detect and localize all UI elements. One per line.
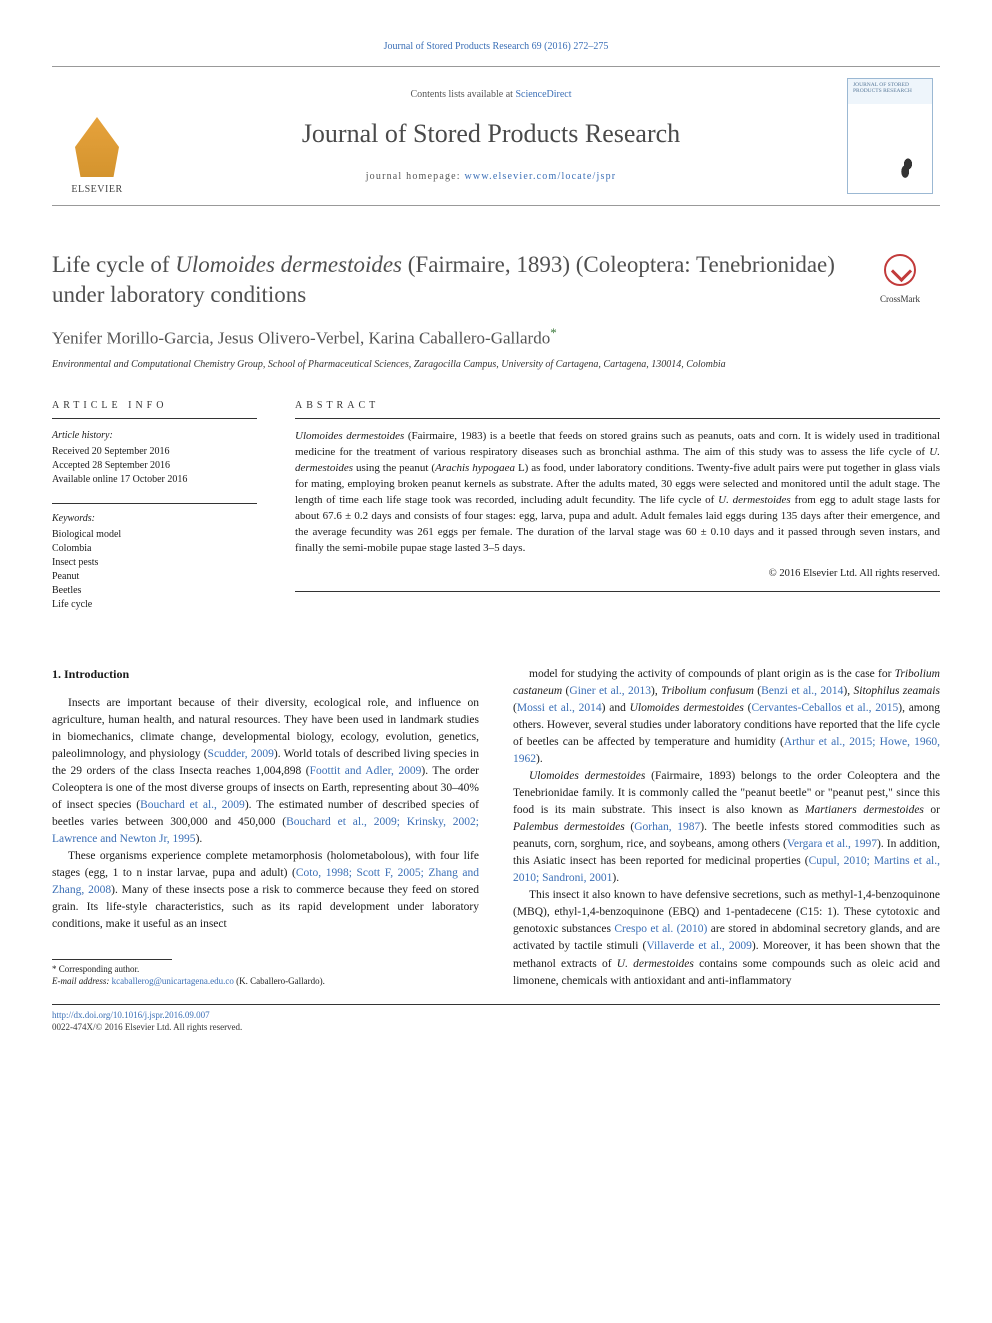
body-column-right: model for studying the activity of compo… bbox=[513, 666, 940, 989]
list-item: Beetles bbox=[52, 584, 257, 598]
cover-title-text: JOURNAL OF STORED PRODUCTS RESEARCH bbox=[853, 82, 927, 94]
list-item: Available online 17 October 2016 bbox=[52, 473, 257, 487]
abstract-text: Ulomoides dermestoides (Fairmaire, 1983)… bbox=[295, 429, 940, 557]
body-col1-paragraphs: Insects are important because of their d… bbox=[52, 695, 479, 933]
article-title: Life cycle of Ulomoides dermestoides (Fa… bbox=[52, 250, 860, 310]
list-item: Received 20 September 2016 bbox=[52, 445, 257, 459]
crossmark-icon bbox=[884, 254, 916, 286]
email-label: E-mail address: bbox=[52, 976, 109, 986]
list-item: Biological model bbox=[52, 528, 257, 542]
abstract-copyright: © 2016 Elsevier Ltd. All rights reserved… bbox=[295, 567, 940, 582]
journal-citation: Journal of Stored Products Research 69 (… bbox=[52, 40, 940, 54]
issn-copyright-line: 0022-474X/© 2016 Elsevier Ltd. All right… bbox=[52, 1021, 940, 1034]
crossmark-label: CrossMark bbox=[860, 293, 940, 306]
list-item: Accepted 28 September 2016 bbox=[52, 459, 257, 473]
contents-prefix: Contents lists available at bbox=[410, 89, 515, 100]
crossmark-badge[interactable]: CrossMark bbox=[860, 250, 940, 310]
footnote-rule bbox=[52, 959, 172, 960]
list-item: Peanut bbox=[52, 570, 257, 584]
body-column-left: 1. Introduction Insects are important be… bbox=[52, 666, 479, 989]
email-footnote: E-mail address: kcaballerog@unicartagena… bbox=[52, 976, 479, 988]
doi-line: http://dx.doi.org/10.1016/j.jspr.2016.09… bbox=[52, 1009, 940, 1022]
journal-homepage-line: journal homepage: www.elsevier.com/locat… bbox=[150, 170, 832, 184]
doi-link[interactable]: http://dx.doi.org/10.1016/j.jspr.2016.09… bbox=[52, 1010, 210, 1020]
list-item: Insect pests bbox=[52, 556, 257, 570]
article-info-column: ARTICLE INFO Article history: Received 2… bbox=[52, 399, 257, 612]
email-person: (K. Caballero-Gallardo). bbox=[236, 976, 325, 986]
paragraph: Insects are important because of their d… bbox=[52, 695, 479, 848]
journal-name: Journal of Stored Products Research bbox=[150, 116, 832, 152]
cover-thumbnail-block: JOURNAL OF STORED PRODUCTS RESEARCH bbox=[840, 67, 940, 205]
paragraph: This insect it also known to have defens… bbox=[513, 887, 940, 989]
paragraph: model for studying the activity of compo… bbox=[513, 666, 940, 768]
keywords-label: Keywords: bbox=[52, 512, 257, 526]
article-history-list: Received 20 September 2016Accepted 28 Se… bbox=[52, 445, 257, 487]
publisher-name: ELSEVIER bbox=[71, 183, 122, 197]
homepage-prefix: journal homepage: bbox=[366, 171, 465, 182]
section-heading-introduction: 1. Introduction bbox=[52, 666, 479, 683]
list-item: Colombia bbox=[52, 542, 257, 556]
contents-available-line: Contents lists available at ScienceDirec… bbox=[150, 88, 832, 102]
elsevier-tree-icon bbox=[70, 117, 125, 177]
body-col2-paragraphs: model for studying the activity of compo… bbox=[513, 666, 940, 989]
abstract-column: ABSTRACT Ulomoides dermestoides (Fairmai… bbox=[295, 399, 940, 612]
abstract-heading: ABSTRACT bbox=[295, 399, 940, 419]
corresponding-email-link[interactable]: kcaballerog@unicartagena.edu.co bbox=[112, 976, 234, 986]
list-item: Life cycle bbox=[52, 598, 257, 612]
article-history-label: Article history: bbox=[52, 429, 257, 443]
paragraph: These organisms experience complete meta… bbox=[52, 848, 479, 933]
masthead-center: Contents lists available at ScienceDirec… bbox=[142, 67, 840, 205]
journal-cover-icon: JOURNAL OF STORED PRODUCTS RESEARCH bbox=[847, 78, 933, 194]
corresponding-author-footnote: * Corresponding author. bbox=[52, 964, 479, 976]
affiliation: Environmental and Computational Chemistr… bbox=[52, 358, 940, 371]
sciencedirect-link[interactable]: ScienceDirect bbox=[515, 89, 571, 100]
keywords-list: Biological modelColombiaInsect pestsPean… bbox=[52, 528, 257, 612]
journal-homepage-link[interactable]: www.elsevier.com/locate/jspr bbox=[465, 171, 617, 182]
article-info-heading: ARTICLE INFO bbox=[52, 399, 257, 419]
masthead: ELSEVIER Contents lists available at Sci… bbox=[52, 66, 940, 206]
abstract-bottom-rule bbox=[295, 591, 940, 592]
paragraph: Ulomoides dermestoides (Fairmaire, 1893)… bbox=[513, 768, 940, 887]
authors-line: Yenifer Morillo-Garcia, Jesus Olivero-Ve… bbox=[52, 324, 940, 350]
publisher-logo-block: ELSEVIER bbox=[52, 67, 142, 205]
footer-rule bbox=[52, 1004, 940, 1005]
